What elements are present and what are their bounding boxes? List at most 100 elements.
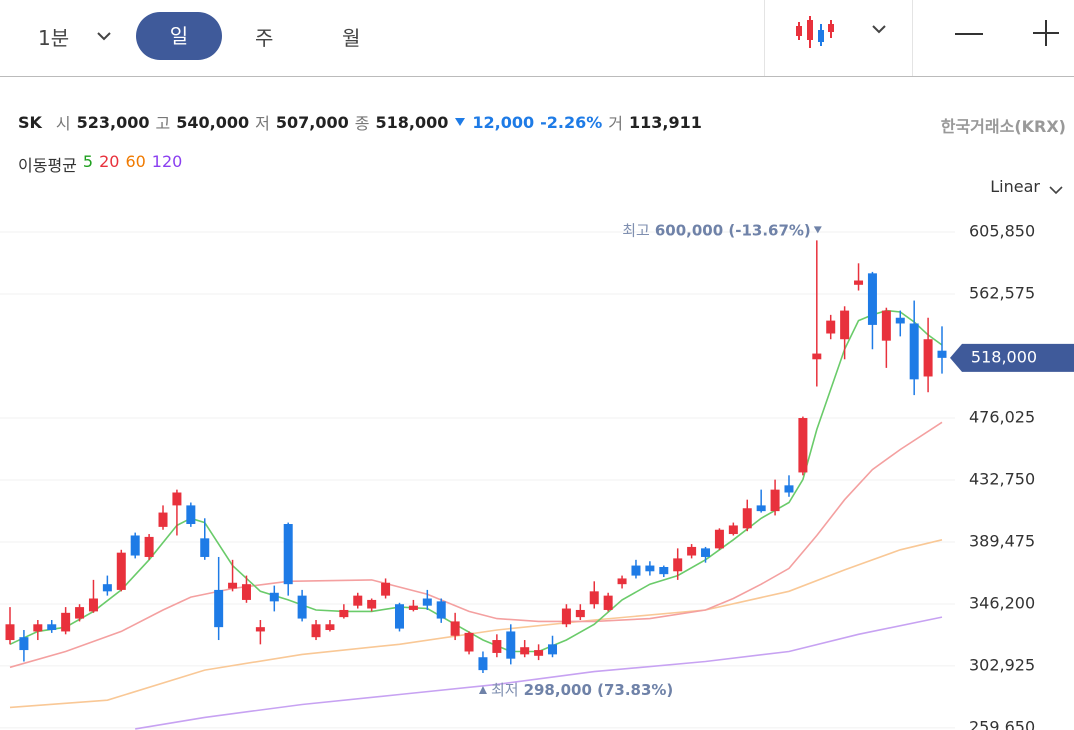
candle-body	[228, 582, 238, 589]
candle-body	[394, 604, 404, 629]
candle-body	[798, 418, 808, 473]
tab-month[interactable]: 월	[342, 26, 361, 50]
candle-body	[589, 591, 599, 605]
candle-body	[214, 589, 224, 628]
ma-line	[9, 421, 943, 669]
candle-body	[492, 640, 502, 653]
scale-select[interactable]: Linear	[990, 177, 1040, 196]
value: 540,000	[176, 112, 250, 132]
chevron[interactable]	[871, 23, 887, 35]
y-tick-label: 346,200	[969, 593, 1035, 612]
divider	[764, 0, 765, 76]
tab-day[interactable]: 일	[136, 12, 222, 60]
candle-body	[881, 310, 891, 341]
label: 시	[55, 114, 71, 133]
min-marker	[478, 685, 487, 694]
ma-legend: 이동평균 5 20 60 120	[18, 152, 182, 176]
down-arrow	[455, 118, 466, 126]
candle-body	[840, 310, 850, 340]
y-tick-label: 259,650	[969, 717, 1035, 730]
candle-body	[367, 599, 377, 609]
candle-body	[909, 323, 919, 380]
max-marker	[813, 226, 822, 234]
candle-body	[826, 320, 836, 334]
zoom-in[interactable]	[1032, 19, 1060, 47]
candle-body	[506, 631, 516, 659]
candle-body	[339, 609, 349, 618]
change: 12,000	[472, 112, 535, 132]
chart-type-icon[interactable]	[796, 14, 836, 50]
label: 저	[255, 114, 270, 133]
candle-body	[297, 595, 307, 619]
max-text: 600,000 (-13.67%)	[655, 221, 811, 239]
candle-body	[200, 538, 210, 557]
interval-select[interactable]: 1분	[38, 26, 70, 50]
candle-body	[19, 637, 29, 651]
candle-body	[631, 565, 641, 576]
candle-body	[854, 280, 864, 285]
label: 거	[608, 114, 623, 133]
label: 고	[155, 114, 171, 133]
toolbar: 1분 일 주 월	[0, 0, 1074, 77]
candle-body	[102, 584, 112, 592]
min-text: 298,000 (73.83%)	[524, 680, 674, 698]
exchange: 한국거래소(KRX)	[940, 117, 1066, 136]
chevron[interactable]	[1048, 184, 1064, 196]
candle-body	[130, 535, 140, 556]
tab-week[interactable]: 주	[255, 26, 274, 50]
change-pct: -2.26%	[540, 112, 603, 132]
candle-body	[464, 632, 474, 652]
candle-body	[325, 624, 335, 631]
candle-body	[186, 505, 196, 525]
candle-body	[478, 657, 488, 671]
candle-body	[269, 592, 279, 602]
legend-entry[interactable]: 120	[151, 152, 183, 171]
candle-body	[353, 595, 363, 606]
candle-body	[158, 512, 168, 527]
min-label: 최저	[491, 680, 519, 698]
candle-body	[784, 485, 794, 493]
candle-body	[144, 536, 154, 557]
max-annotation: 최고 600,000 (-13.67%)	[622, 221, 811, 239]
candle-body	[895, 317, 905, 324]
candle-body	[867, 273, 877, 325]
candle-body	[937, 350, 947, 358]
candle-body	[408, 605, 418, 610]
candle-body	[33, 624, 43, 632]
max-label: 최고	[622, 221, 650, 239]
y-tick-label: 562,575	[969, 284, 1035, 303]
y-tick-label: 302,925	[969, 655, 1035, 674]
candle-body	[561, 608, 571, 625]
value: 507,000	[275, 112, 349, 132]
value: 113,911	[629, 112, 702, 132]
candle-body	[603, 595, 613, 610]
candle-body	[311, 624, 321, 638]
last-price-label: 518,000	[971, 347, 1037, 366]
candle-body	[548, 644, 558, 655]
candle-body	[575, 609, 585, 618]
chevron[interactable]	[96, 30, 112, 42]
ma-line	[9, 309, 943, 653]
candle-body	[381, 582, 391, 596]
legend-entry[interactable]: 60	[125, 152, 146, 171]
candle-body	[520, 647, 530, 655]
candle-body	[714, 529, 724, 549]
candle-body	[534, 650, 544, 656]
candle-body	[75, 607, 85, 619]
candle-body	[47, 624, 57, 631]
divider	[912, 0, 913, 76]
candle-body	[241, 584, 251, 600]
candle-body	[756, 505, 766, 512]
candle-body	[436, 601, 446, 619]
candle-body	[255, 627, 265, 632]
legend-entry[interactable]: 5	[82, 152, 94, 171]
legend-entry[interactable]: 20	[99, 152, 120, 171]
candle-body	[617, 578, 627, 585]
zoom-out[interactable]	[954, 22, 984, 46]
candle-body	[673, 558, 683, 572]
candle-body	[742, 508, 752, 529]
candle-body	[172, 492, 182, 506]
candle-body	[770, 489, 780, 512]
ma-line	[9, 539, 943, 709]
